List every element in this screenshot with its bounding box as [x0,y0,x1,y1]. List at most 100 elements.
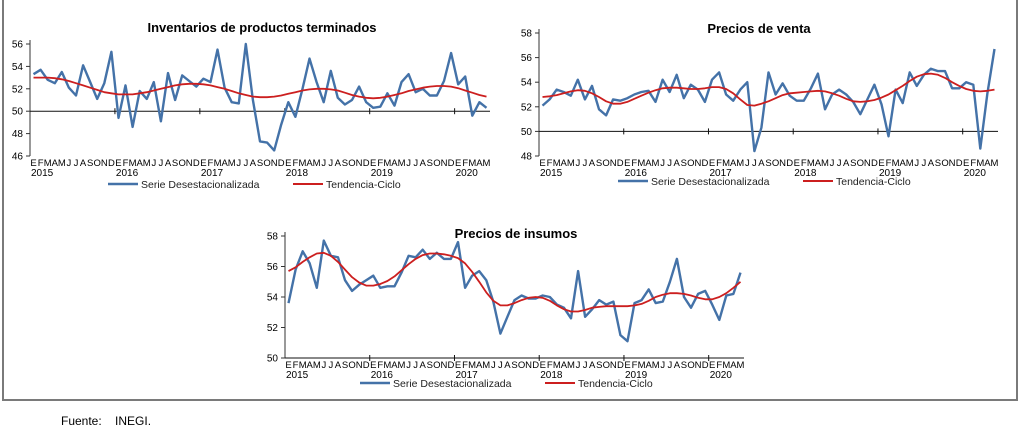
x-month-label: D [617,158,624,169]
chart-title: Precios de insumos [455,226,578,241]
x-month-label: E [624,158,630,169]
y-tick-label: 58 [267,232,279,243]
x-year-label: 2020 [964,168,987,179]
x-year-label: 2020 [710,370,733,381]
x-year-label: 2016 [116,168,139,179]
x-month-label: M [482,360,490,371]
x-month-label: S [87,158,93,169]
x-month-label: D [956,158,963,169]
x-month-label: S [427,158,433,169]
x-month-label: A [221,158,228,169]
x-month-label: O [348,158,355,169]
x-month-label: M [58,158,66,169]
x-month-label: J [660,158,665,169]
x-month-label: J [491,360,496,371]
x-month-label: A [758,158,765,169]
y-tick-label: 54 [267,293,279,304]
x-month-label: F [293,360,299,371]
x-month-label: N [356,158,363,169]
x-month-label: D [532,360,539,371]
x-month-label: A [420,360,427,371]
x-month-label: F [292,158,298,169]
x-month-label: D [617,360,624,371]
x-month-label: M [737,360,745,371]
x-month-label: S [681,360,687,371]
x-month-label: N [440,360,447,371]
x-month-label: D [702,360,709,371]
x-month-label: A [306,158,313,169]
x-month-label: J [830,158,835,169]
x-month-label: D [278,158,285,169]
x-month-label: S [172,158,178,169]
x-month-label: F [632,360,638,371]
x-month-label: N [864,158,871,169]
x-month-label: M [807,158,815,169]
x-month-label: A [420,158,427,169]
x-month-label: E [963,158,969,169]
x-month-label: M [722,360,730,371]
x-month-label: S [511,360,517,371]
legend-label-tendencia: Tendencia-Ciclo [578,378,653,390]
x-month-label: A [730,158,737,169]
x-month-label: M [736,158,744,169]
x-month-label: D [193,158,200,169]
x-month-label: M [313,360,321,371]
x-month-label: M [652,360,660,371]
x-month-label: M [638,360,646,371]
x-year-label: 2015 [540,168,563,179]
x-year-label: 2020 [456,168,479,179]
x-month-label: F [462,158,468,169]
x-month-label: M [567,158,575,169]
x-month-label: M [468,360,476,371]
x-month-label: E [370,360,376,371]
x-month-label: J [413,158,418,169]
x-month-label: N [695,360,702,371]
series-line-tendencia [288,251,742,313]
x-month-label: N [610,360,617,371]
chart-title: Precios de venta [707,21,811,36]
x-month-label: J [321,158,326,169]
x-month-label: E [455,158,461,169]
x-month-label: N [779,158,786,169]
x-month-label: S [935,158,941,169]
x-month-label: O [687,158,694,169]
x-month-label: S [596,158,602,169]
source-note: Fuente: INEGI. [61,414,161,428]
x-month-label: J [67,158,72,169]
x-month-label: J [576,360,581,371]
x-month-label: S [342,360,348,371]
y-tick-label: 56 [12,40,24,51]
x-month-label: S [596,360,602,371]
x-month-label: N [271,158,278,169]
x-month-label: A [80,158,87,169]
x-month-label: A [504,360,511,371]
x-year-label: 2016 [625,168,648,179]
x-month-label: N [694,158,701,169]
x-month-label: M [398,360,406,371]
x-month-label: O [602,158,609,169]
x-month-label: A [307,360,314,371]
x-year-label: 2019 [625,370,648,381]
x-month-label: M [299,360,307,371]
y-tick-label: 52 [521,102,533,113]
series-line-desestacionalizada [32,42,488,152]
x-month-label: A [476,158,483,169]
x-month-label: F [886,158,892,169]
x-month-label: D [702,158,709,169]
x-month-label: F [547,158,553,169]
x-month-label: E [540,360,546,371]
x-month-label: E [115,158,121,169]
x-month-label: J [583,158,588,169]
x-month-label: A [589,360,596,371]
x-month-label: A [335,360,342,371]
x-month-label: M [468,158,476,169]
x-month-label: D [363,158,370,169]
x-month-label: M [299,158,307,169]
x-month-label: A [391,158,398,169]
legend-label-serie: Serie Desestacionalizada [141,179,260,191]
y-tick-label: 50 [521,127,533,138]
series-line-desestacionalizada [287,239,742,343]
x-month-label: A [476,360,483,371]
x-month-label: M [129,158,137,169]
x-year-label: 2017 [201,168,224,179]
